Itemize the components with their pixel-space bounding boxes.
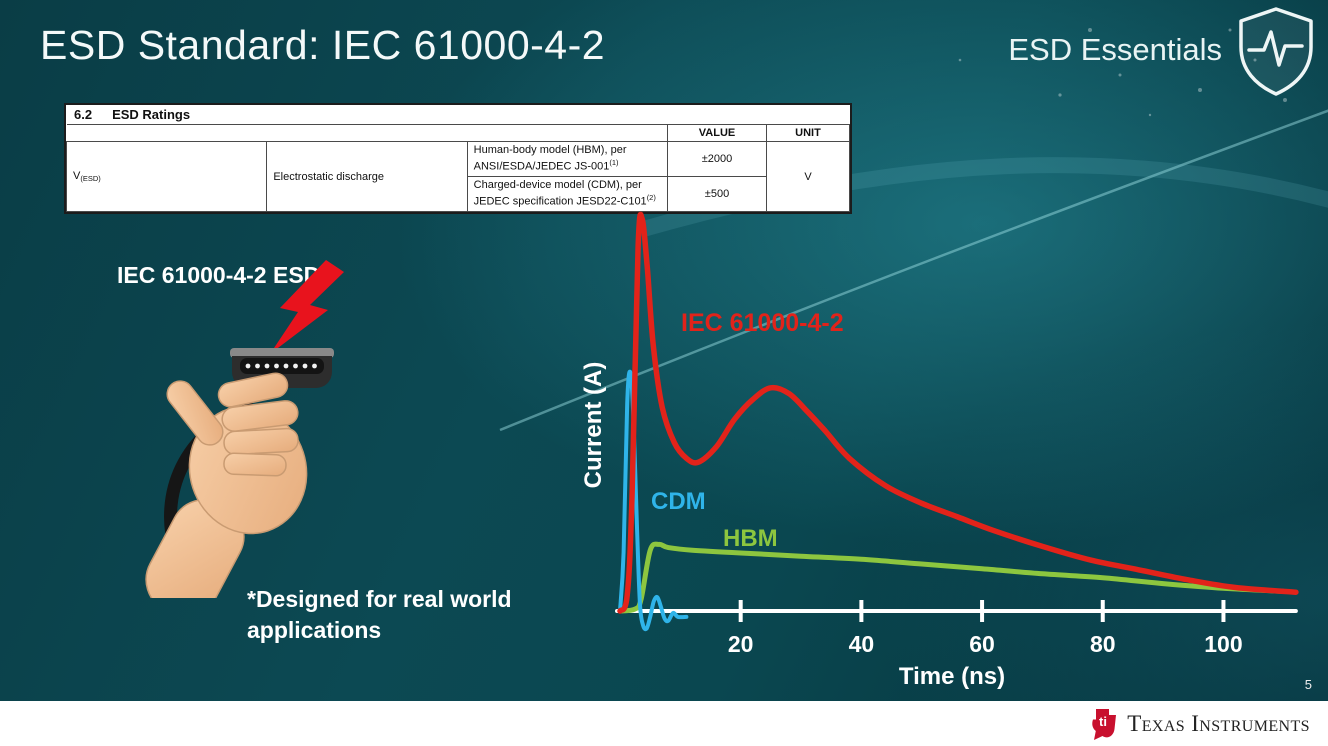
- x-axis-label: Time (ns): [898, 663, 1006, 690]
- cdm-value-cell: ±500: [667, 176, 767, 213]
- symbol-cell: V(ESD): [65, 140, 268, 213]
- hbm-value-cell: ±2000: [667, 140, 767, 178]
- footer-bar: ti Texas Instruments: [0, 701, 1328, 746]
- designed-for-real-world-note: *Designed for real world applications: [247, 586, 512, 643]
- unit-column-header: UNIT: [766, 124, 850, 142]
- esd-ratings-table: 6.2 ESD Ratings VALUE UNIT V(ESD) Electr…: [64, 103, 852, 215]
- illustration-caption: IEC 61000-4-2 ESD: [117, 262, 321, 288]
- section-title: ESD Ratings: [112, 107, 191, 122]
- lightning-bolt-icon: [270, 260, 344, 354]
- table-section-heading: 6.2 ESD Ratings: [66, 105, 850, 124]
- unit-cell: V: [766, 140, 850, 213]
- svg-text:40: 40: [849, 631, 875, 657]
- table-row: Charged-device model (CDM), per JEDEC sp…: [67, 176, 850, 213]
- section-number: 6.2: [74, 107, 93, 122]
- cdm-series-label: CDM: [651, 488, 706, 515]
- svg-text:80: 80: [1090, 631, 1116, 657]
- cdm-description-cell: Charged-device model (CDM), per JEDEC sp…: [466, 176, 669, 213]
- hand-holding-connector-illustration: [145, 260, 344, 598]
- hand: [145, 372, 308, 598]
- ti-logo-icon: ti: [1092, 708, 1117, 740]
- iec-series-label: IEC 61000-4-2: [681, 309, 844, 337]
- value-column-header: VALUE: [667, 124, 767, 142]
- page-number: 5: [1304, 677, 1312, 692]
- svg-text:100: 100: [1204, 631, 1242, 657]
- svg-text:60: 60: [969, 631, 995, 657]
- esd-waveform-chart: 20 40 60 80 100: [615, 211, 1299, 657]
- svg-text:ti: ti: [1099, 714, 1107, 729]
- hbm-description-cell: Human-body model (HBM), per ANSI/ESDA/JE…: [466, 140, 669, 178]
- esd-shield-pulse-icon: [1239, 7, 1313, 96]
- svg-text:20: 20: [728, 631, 754, 657]
- ti-logo-text: Texas Instruments: [1127, 710, 1310, 736]
- y-axis-label: Current (A): [580, 361, 607, 489]
- hbm-series-label: HBM: [723, 525, 778, 552]
- parameter-cell: Electrostatic discharge: [266, 140, 468, 213]
- table-row: V(ESD) Electrostatic discharge Human-bod…: [65, 140, 850, 213]
- series-brand-title: ESD Essentials: [1008, 32, 1222, 67]
- table-header-row: VALUE UNIT: [66, 124, 850, 142]
- page-title: ESD Standard: IEC 61000-4-2: [40, 22, 606, 68]
